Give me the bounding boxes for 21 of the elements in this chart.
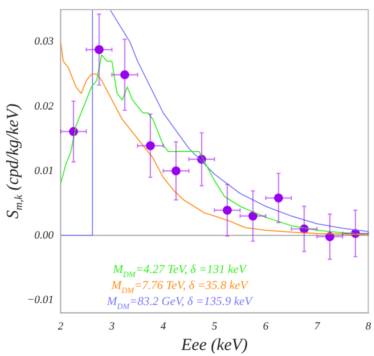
point — [94, 45, 104, 54]
point — [120, 70, 130, 80]
point — [172, 166, 181, 176]
x-tick-label: 3 — [108, 320, 116, 332]
x-tick-label: 5 — [212, 320, 218, 332]
y-tick-label: −0.01 — [26, 294, 54, 306]
point — [222, 206, 232, 215]
point — [274, 193, 284, 202]
x-tick-label: 4 — [160, 320, 166, 332]
x-tick-label: 7 — [314, 320, 320, 332]
x-tick-label: 6 — [262, 320, 269, 332]
x-tick-label: 2 — [58, 320, 64, 332]
y-tick-label: 0.02 — [34, 100, 54, 112]
y-tick-label: 0.03 — [34, 36, 54, 48]
x-tick-label: 8 — [366, 320, 372, 332]
point — [146, 141, 155, 150]
y-axis-title: Sm,k (cpd/kg/keV) — [3, 103, 25, 219]
y-tick-label: 0.01 — [34, 164, 54, 177]
point — [248, 212, 258, 221]
x-axis-title: Eee (keV) — [180, 335, 248, 354]
y-tick-label: 0.00 — [34, 229, 54, 242]
